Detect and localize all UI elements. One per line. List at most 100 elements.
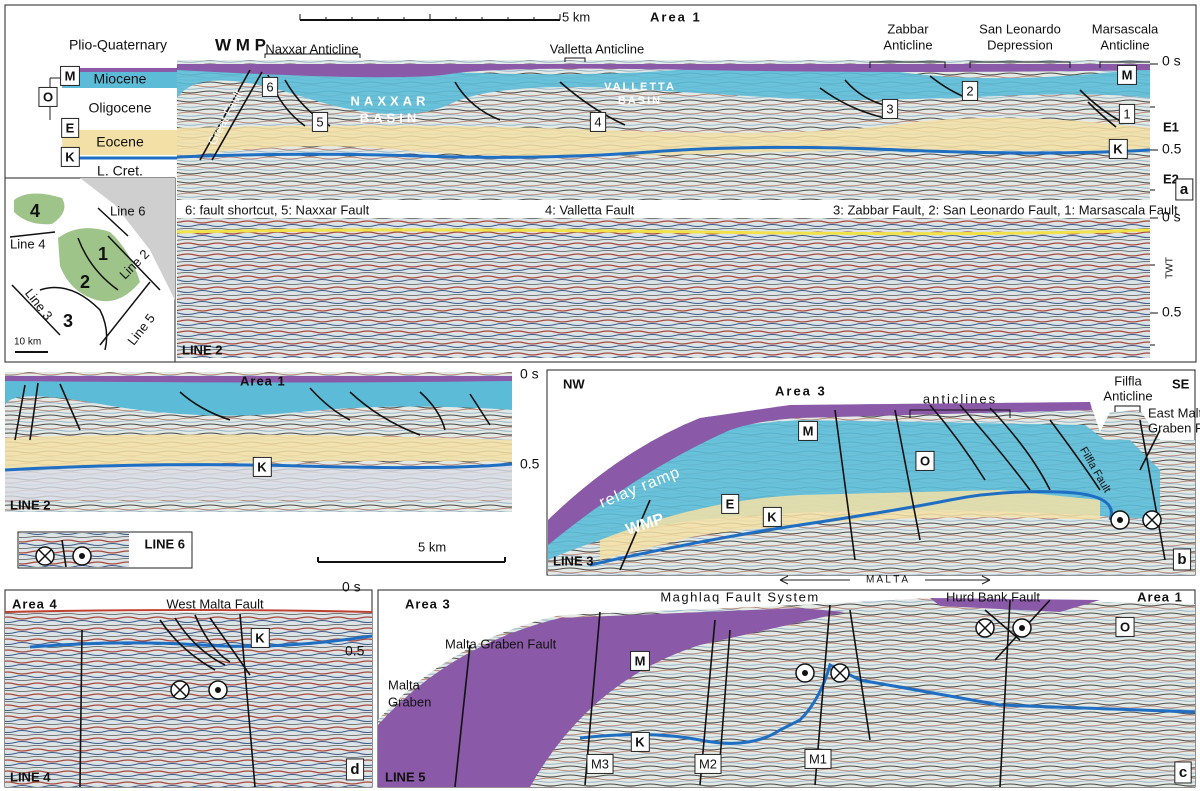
structure-label: Anticline (1103, 388, 1152, 403)
panel-letter: d (350, 761, 359, 778)
symbol-dot (1019, 625, 1025, 631)
twt-label: TWT (1165, 257, 1176, 279)
k-horizon (4, 462, 513, 472)
fault-number: 6 (266, 79, 273, 94)
horizon-label: M (635, 653, 646, 668)
label-box (38, 86, 58, 107)
label-box (915, 450, 935, 471)
fault-key: 3: Zabbar Fault, 2: San Leonardo Fault, … (833, 202, 1178, 217)
twt-label: 0.5 (520, 456, 540, 472)
panel-letter: a (1180, 181, 1189, 198)
direction-label: NW (563, 376, 585, 391)
fault-label: Maghlaq Fault System (660, 589, 819, 604)
basin-label: BASIN (618, 95, 662, 107)
horizon-label: O (920, 453, 930, 468)
fault-traces (14, 382, 491, 441)
fault-number: 3 (886, 101, 893, 116)
symbol-cross (173, 683, 187, 697)
structure-label: Graben (388, 694, 431, 709)
seafloor (5, 609, 372, 613)
plio-layer (177, 64, 1150, 78)
label-box (586, 753, 614, 774)
plio-layer (930, 598, 1100, 612)
line-label: LINE 5 (385, 769, 425, 784)
wmp-label: W M P (215, 35, 266, 54)
twt-ticks (1150, 63, 1158, 191)
label-box (60, 65, 80, 86)
structure-brackets (909, 405, 1141, 418)
symbol-cross (833, 666, 847, 680)
horizon-label: E (726, 496, 735, 511)
seismic-section-raw (177, 218, 1150, 358)
label-box (252, 456, 272, 477)
fault-label: M2 (699, 756, 717, 771)
label-box (961, 80, 979, 101)
panel-letter: b (1177, 551, 1186, 568)
basin-label: NAXXAR (351, 93, 430, 108)
map-gozo (14, 193, 65, 225)
label-box (804, 748, 832, 769)
miocene-layer (378, 608, 845, 787)
great-fault (199, 69, 263, 161)
scale-label: 5 km (418, 539, 446, 554)
fault-key: 6: fault shortcut, 5: Naxxar Fault (185, 202, 370, 217)
eocene-layer (177, 117, 1150, 157)
fault-key: 4: Valletta Fault (545, 202, 635, 217)
horizon-label: O (43, 89, 53, 104)
miocene-layer (4, 378, 512, 416)
symbol-cross (38, 549, 52, 563)
area-label: Area 3 (405, 596, 451, 611)
map-malta (58, 228, 140, 302)
legend-label: Miocene (94, 71, 147, 87)
horizon-label: K (255, 630, 265, 645)
horizon-label: E (66, 120, 75, 135)
fault-label: Malta Graben Fault (445, 636, 557, 651)
fault-label: Graben Fault (1148, 420, 1200, 435)
miocene-layer (548, 420, 1160, 560)
k-horizon (589, 490, 1113, 567)
label-box (798, 420, 818, 441)
fault-label: M3 (591, 756, 609, 771)
twt-label: 0 s (520, 366, 539, 382)
area-number: 2 (80, 272, 90, 292)
twt-label: 0.5 (1162, 141, 1182, 157)
symbol-dot (802, 670, 808, 676)
area-label: Area 1 (240, 373, 286, 388)
basin-label: VALLETTA (604, 81, 676, 93)
structure-label: Valletta Anticline (550, 41, 644, 56)
label-box (1108, 138, 1128, 159)
area-label: Area 1 (1137, 589, 1183, 604)
fault-trace (61, 539, 67, 568)
symbol-cross (1145, 513, 1159, 527)
k-horizon (29, 634, 372, 649)
horizon-label: E2 (1163, 171, 1179, 186)
horizon-label: K (1113, 141, 1123, 156)
label-box (311, 111, 329, 132)
twt-label: 0 s (342, 579, 361, 595)
line-label: LINE 6 (145, 536, 185, 551)
miocene-swatch (62, 68, 177, 88)
legend-label: Oligocene (88, 100, 151, 116)
symbol-dot (79, 553, 85, 559)
structure-label: Malta (388, 677, 421, 692)
line-label: LINE 2 (182, 342, 222, 357)
fault-number: 2 (966, 83, 973, 98)
label-box (1117, 64, 1137, 85)
fault-number: 4 (594, 114, 601, 129)
fault-traces (619, 404, 1166, 571)
basin-label: BASIN (360, 110, 420, 125)
horizon-label: K (65, 149, 75, 164)
twt-label: 0.5 (345, 643, 365, 659)
k-horizon (176, 145, 1151, 159)
label-box (1175, 178, 1194, 201)
structure-label: San Leonardo (979, 21, 1061, 36)
label-box (1174, 761, 1192, 784)
scale-label: 10 km (14, 337, 41, 348)
fault-label: East Malta (1148, 405, 1200, 420)
horizon-label: O (1120, 619, 1130, 634)
symbol-dot (215, 687, 221, 693)
direction-label: SE (1172, 376, 1190, 391)
label-box (694, 753, 722, 774)
scale-bar (317, 557, 506, 563)
structure-label: Naxxar Anticline (265, 41, 358, 56)
